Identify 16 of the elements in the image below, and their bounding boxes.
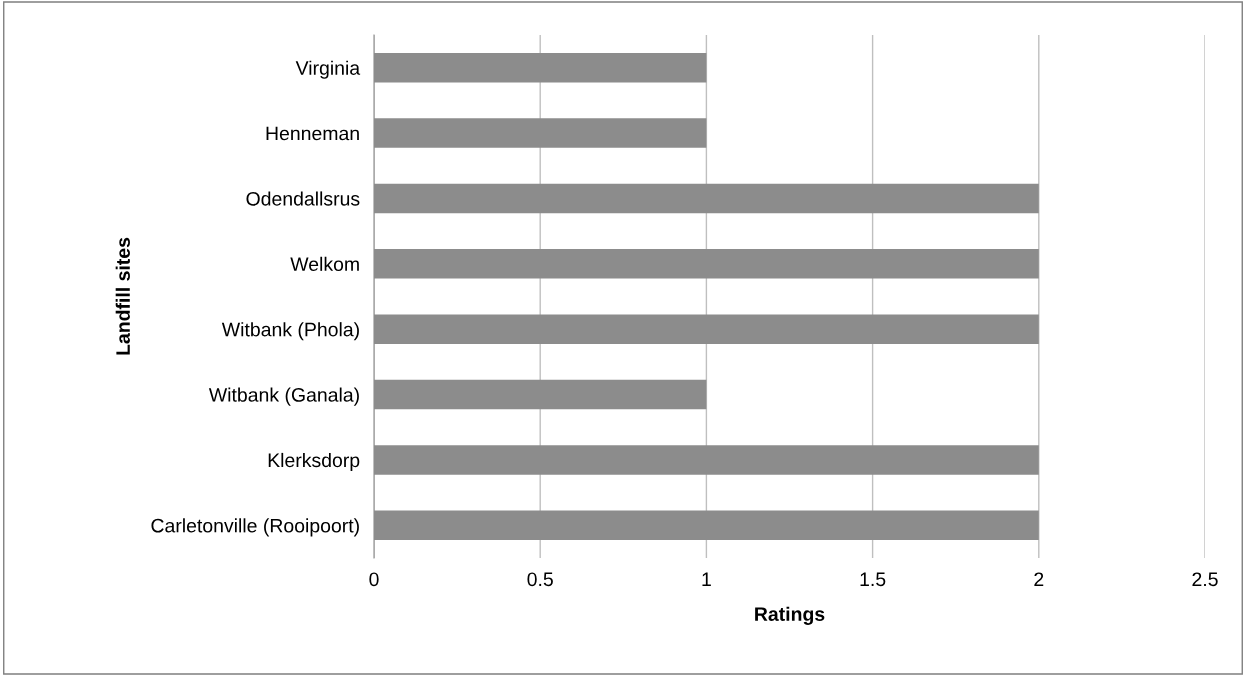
y-tick-label: Carletonville (Rooipoort) <box>151 518 359 537</box>
y-tick-label: Virginia <box>295 60 361 79</box>
x-tick-label: 1.5 <box>860 572 886 587</box>
x-tick-label: 1 <box>702 572 711 586</box>
x-tick-label: 2 <box>1034 572 1044 586</box>
x-tick-label: 2.5 <box>1192 572 1218 587</box>
y-tick-label: Witbank (Ganala) <box>208 387 359 406</box>
y-tick-label: Witbank (Phola) <box>221 322 359 341</box>
y-tick-label: Henneman <box>266 126 359 141</box>
x-tick-label: 0 <box>369 572 379 587</box>
y-tick-label: Odendallsrus <box>246 191 360 206</box>
x-tick-label: 0.5 <box>527 572 553 587</box>
y-tick-label: Welkom <box>290 256 359 272</box>
x-axis-title: Ratings <box>755 606 825 625</box>
y-tick-label: Klerksdorp <box>268 452 360 472</box>
y-axis-title: Landfill sites <box>115 237 130 355</box>
